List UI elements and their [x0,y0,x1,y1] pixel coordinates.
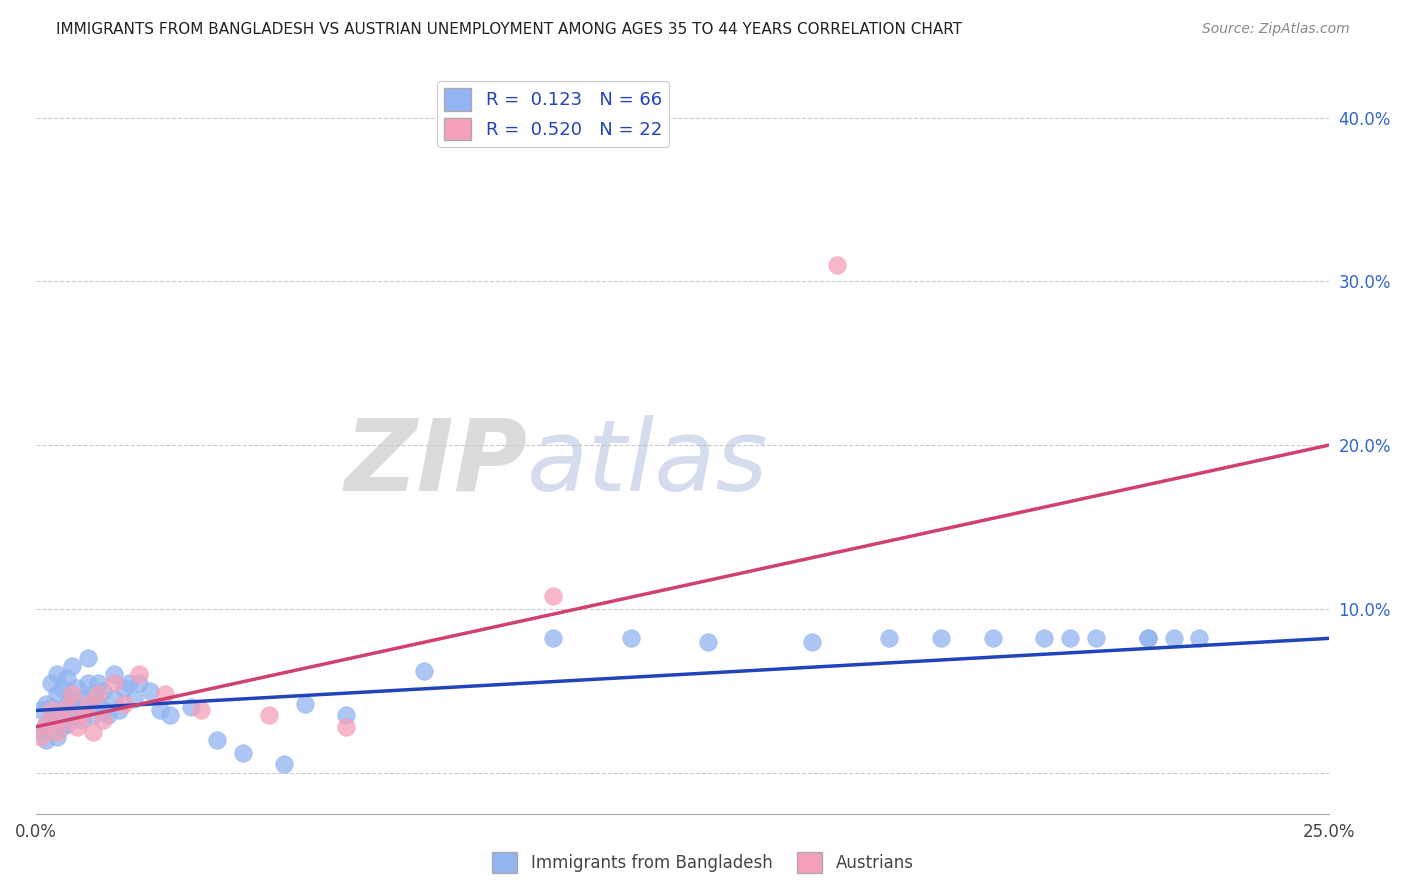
Point [82,724,104,739]
Point [60,659,83,673]
Point [56,697,79,711]
Point [128,675,150,690]
Point [112,697,135,711]
Point [91,703,114,717]
Point [205,732,228,747]
Point [30,703,52,717]
Legend: R =  0.123   N = 66, R =  0.520   N = 22: R = 0.123 N = 66, R = 0.520 N = 22 [437,81,669,147]
Point [1136,632,1159,646]
Text: IMMIGRANTS FROM BANGLADESH VS AUSTRIAN UNEMPLOYMENT AMONG AGES 35 TO 44 YEARS CO: IMMIGRANTS FROM BANGLADESH VS AUSTRIAN U… [56,22,962,37]
Point [45,667,67,681]
Point [35,697,58,711]
Point [103,692,125,706]
Point [76,675,98,690]
Point [981,632,1004,646]
Point [60,708,83,723]
Point [112,681,135,695]
Point [800,634,823,648]
Point [149,703,172,717]
Point [335,708,357,723]
Point [41,703,63,717]
Point [128,667,150,681]
Point [122,692,145,706]
Point [1188,632,1211,646]
Point [51,703,73,717]
Point [35,716,58,731]
Point [294,697,316,711]
Point [1163,632,1185,646]
Point [41,700,63,714]
Point [877,632,900,646]
Point [66,681,89,695]
Point [56,716,79,731]
Point [929,632,952,646]
Point [82,687,104,701]
Point [51,681,73,695]
Point [35,716,58,731]
Point [155,687,177,701]
Point [541,632,564,646]
Point [541,589,564,603]
Point [51,713,73,727]
Point [190,703,212,717]
Point [697,634,720,648]
Point [257,708,280,723]
Point [41,713,63,727]
Point [82,708,104,723]
Point [87,675,110,690]
Point [87,687,110,701]
Point [620,632,643,646]
Point [45,708,67,723]
Point [232,746,254,760]
Point [56,671,79,685]
Point [66,720,89,734]
Point [118,675,141,690]
Text: atlas: atlas [527,415,769,512]
Point [103,667,125,681]
Point [1033,632,1056,646]
Point [273,757,295,772]
Point [45,687,67,701]
Point [45,730,67,744]
Point [35,732,58,747]
Point [60,692,83,706]
Point [1085,632,1108,646]
Point [1136,632,1159,646]
Point [45,724,67,739]
Point [103,675,125,690]
Point [30,724,52,739]
Text: Source: ZipAtlas.com: Source: ZipAtlas.com [1202,22,1350,37]
Point [87,697,110,711]
Point [72,708,94,723]
Point [30,730,52,744]
Point [1059,632,1081,646]
Legend: Immigrants from Bangladesh, Austrians: Immigrants from Bangladesh, Austrians [485,846,921,880]
Point [335,720,357,734]
Point [76,700,98,714]
Point [72,713,94,727]
Text: ZIP: ZIP [344,415,527,512]
Point [60,687,83,701]
Point [97,708,120,723]
Point [107,703,129,717]
Point [51,720,73,734]
Point [72,692,94,706]
Point [91,713,114,727]
Point [159,708,181,723]
Point [66,703,89,717]
Point [827,258,849,272]
Point [76,697,98,711]
Point [180,700,202,714]
Point [41,675,63,690]
Point [76,651,98,665]
Point [412,664,434,678]
Point [138,683,160,698]
Point [56,700,79,714]
Point [91,683,114,698]
